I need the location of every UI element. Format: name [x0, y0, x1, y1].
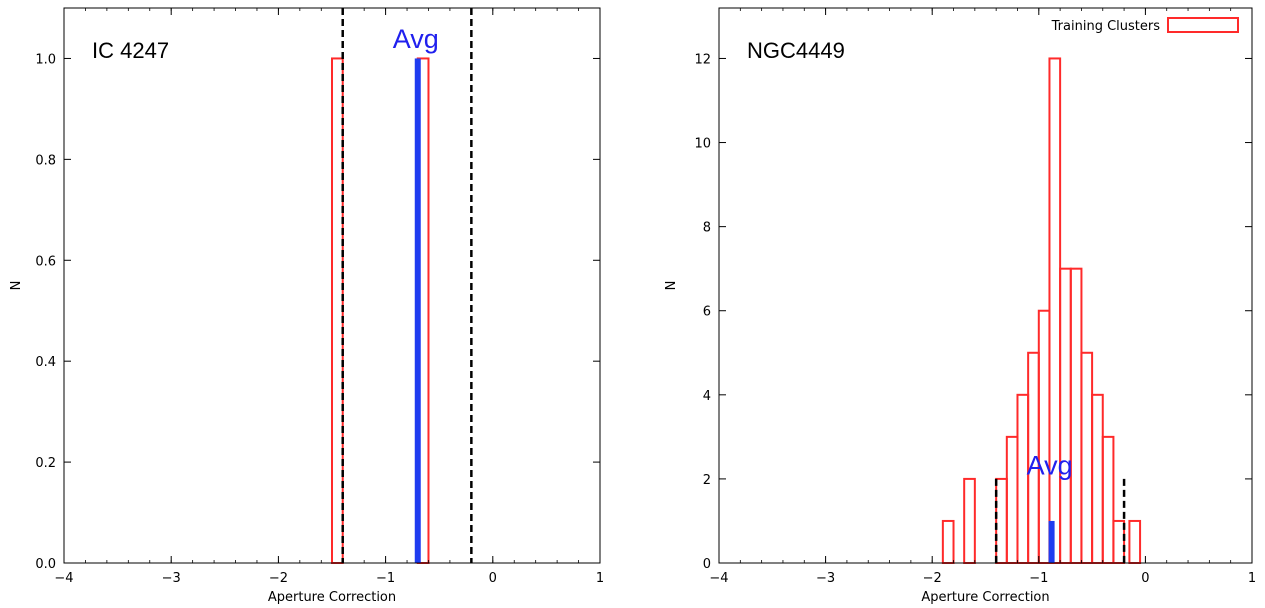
histogram-bar [941, 519, 955, 564]
y-tick-label: 0.8 [35, 153, 56, 168]
plot-frame [718, 7, 1253, 564]
legend-label: Training Clusters [1051, 19, 1161, 34]
x-tick-label: −1 [1029, 571, 1048, 586]
x-tick-label: −3 [162, 571, 181, 586]
histogram-bar [963, 477, 976, 564]
x-tick-label: −3 [816, 571, 835, 586]
y-tick-label: 0.4 [35, 355, 56, 370]
avg-label: Avg [1027, 451, 1073, 481]
x-axis-label: Aperture Correction [268, 590, 396, 605]
panel-title: IC 4247 [92, 38, 169, 63]
x-tick-label: 1 [596, 571, 604, 586]
panel-title: NGC4449 [747, 38, 845, 63]
y-tick-label: 12 [694, 52, 711, 67]
y-tick-label: 2 [703, 473, 711, 488]
histogram-bar [1080, 351, 1094, 565]
x-tick-label: −4 [709, 571, 728, 586]
x-tick-label: 1 [1248, 571, 1256, 586]
histogram-bar [1128, 519, 1142, 564]
legend-swatch [1167, 17, 1239, 33]
y-tick-label: 0.2 [35, 456, 56, 471]
plot-frame [63, 7, 601, 564]
avg-bar [414, 58, 421, 564]
avg-label: Avg [393, 24, 439, 54]
y-tick-label: 1.0 [35, 52, 56, 67]
x-tick-label: −1 [376, 571, 395, 586]
y-tick-label: 10 [694, 137, 711, 152]
histogram-bar [1112, 519, 1126, 564]
histogram-bar [995, 477, 1008, 564]
histogram-bar [1059, 267, 1072, 564]
x-tick-label: −2 [269, 571, 288, 586]
x-tick-label: 0 [1141, 571, 1149, 586]
histogram-bar [1048, 57, 1062, 564]
x-tick-label: −4 [54, 571, 73, 586]
y-tick-label: 4 [703, 389, 711, 404]
histogram-bar [331, 57, 344, 564]
histogram-bar [1037, 309, 1051, 564]
x-axis-label: Aperture Correction [921, 590, 1049, 605]
y-axis-label: N [9, 281, 24, 291]
x-tick-label: 0 [489, 571, 497, 586]
chart-panel-1: −4 −3 −2 −1 0 1 0.0 0.2 0.4 0.6 0.8 1.0 Aperture Cor… [9, 7, 604, 605]
y-tick-label: 0.6 [35, 254, 56, 269]
y-tick-label: 0.0 [35, 557, 56, 572]
x-tick-label: −2 [923, 571, 942, 586]
y-tick-label: 8 [703, 221, 711, 236]
y-tick-label: 6 [703, 305, 711, 320]
histogram-bar [1101, 435, 1115, 565]
avg-bar [1048, 520, 1055, 563]
histogram-bar [1005, 435, 1019, 565]
histogram-bar [1069, 267, 1083, 564]
y-axis-label: N [664, 281, 679, 291]
y-tick-label: 0 [703, 557, 711, 572]
histogram-bar [1091, 393, 1104, 564]
